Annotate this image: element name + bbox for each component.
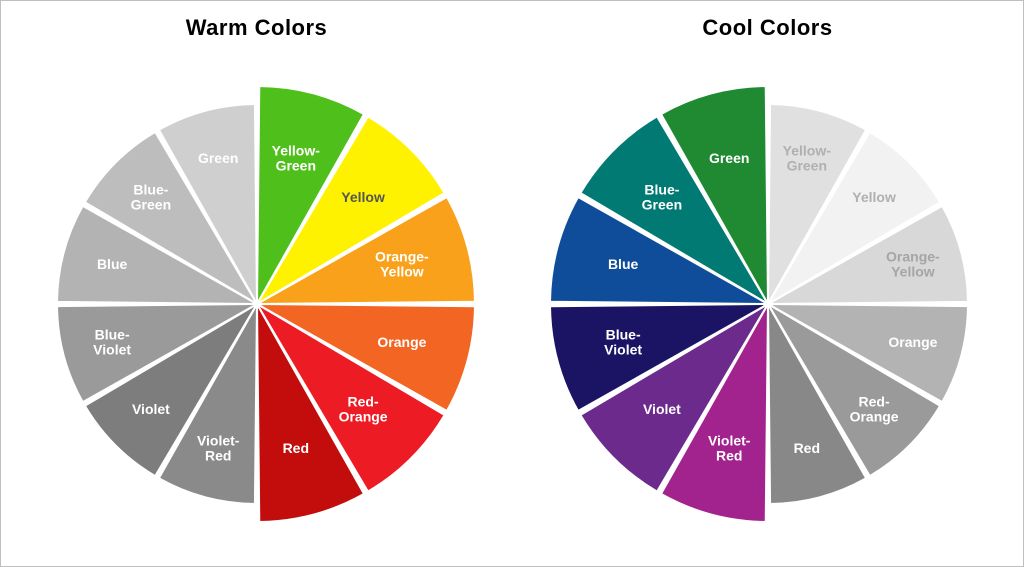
- segment-label-blue: Blue: [607, 256, 638, 272]
- cool-panel: Cool Colors Yellow-Green Yellow Orange-Yel…: [512, 1, 1023, 566]
- segment-label-yellow: Yellow: [852, 188, 896, 204]
- segment-label-orangeyellow: Orange-Yellow: [886, 248, 940, 279]
- segment-label-red: Red: [793, 439, 819, 455]
- segment-label-orange: Orange: [888, 333, 937, 349]
- color-wheels-frame: Warm Colors Yellow-Green Yellow Orange-Yel…: [0, 0, 1024, 567]
- segment-label-yellowgreen: Yellow-Green: [782, 142, 831, 173]
- segment-label-bluegreen: Blue-Green: [130, 181, 170, 212]
- cool-title: Cool Colors: [702, 15, 832, 41]
- segment-label-orange: Orange: [377, 333, 426, 349]
- warm-panel: Warm Colors Yellow-Green Yellow Orange-Yel…: [1, 1, 512, 566]
- cool-wheel-wrap: Yellow-Green Yellow Orange-Yellow Orange Red…: [512, 41, 1023, 566]
- warm-color-wheel: Yellow-Green Yellow Orange-Yellow Orange Red…: [27, 74, 487, 534]
- segment-label-violet: Violet: [131, 401, 169, 417]
- segment-label-green: Green: [197, 150, 237, 166]
- segment-label-red: Red: [282, 439, 308, 455]
- segment-label-blueviolet: Blue-Violet: [604, 326, 642, 357]
- cool-color-wheel: Yellow-Green Yellow Orange-Yellow Orange Red…: [538, 74, 998, 534]
- segment-label-blueviolet: Blue-Violet: [93, 326, 131, 357]
- warm-title: Warm Colors: [186, 15, 328, 41]
- segment-label-green: Green: [708, 150, 748, 166]
- segment-label-blue: Blue: [96, 256, 127, 272]
- segment-label-yellowgreen: Yellow-Green: [271, 142, 320, 173]
- segment-label-yellow: Yellow: [341, 188, 385, 204]
- warm-wheel-wrap: Yellow-Green Yellow Orange-Yellow Orange Red…: [1, 41, 512, 566]
- segment-label-orangeyellow: Orange-Yellow: [375, 248, 429, 279]
- segment-label-violet: Violet: [642, 401, 680, 417]
- segment-label-bluegreen: Blue-Green: [641, 181, 681, 212]
